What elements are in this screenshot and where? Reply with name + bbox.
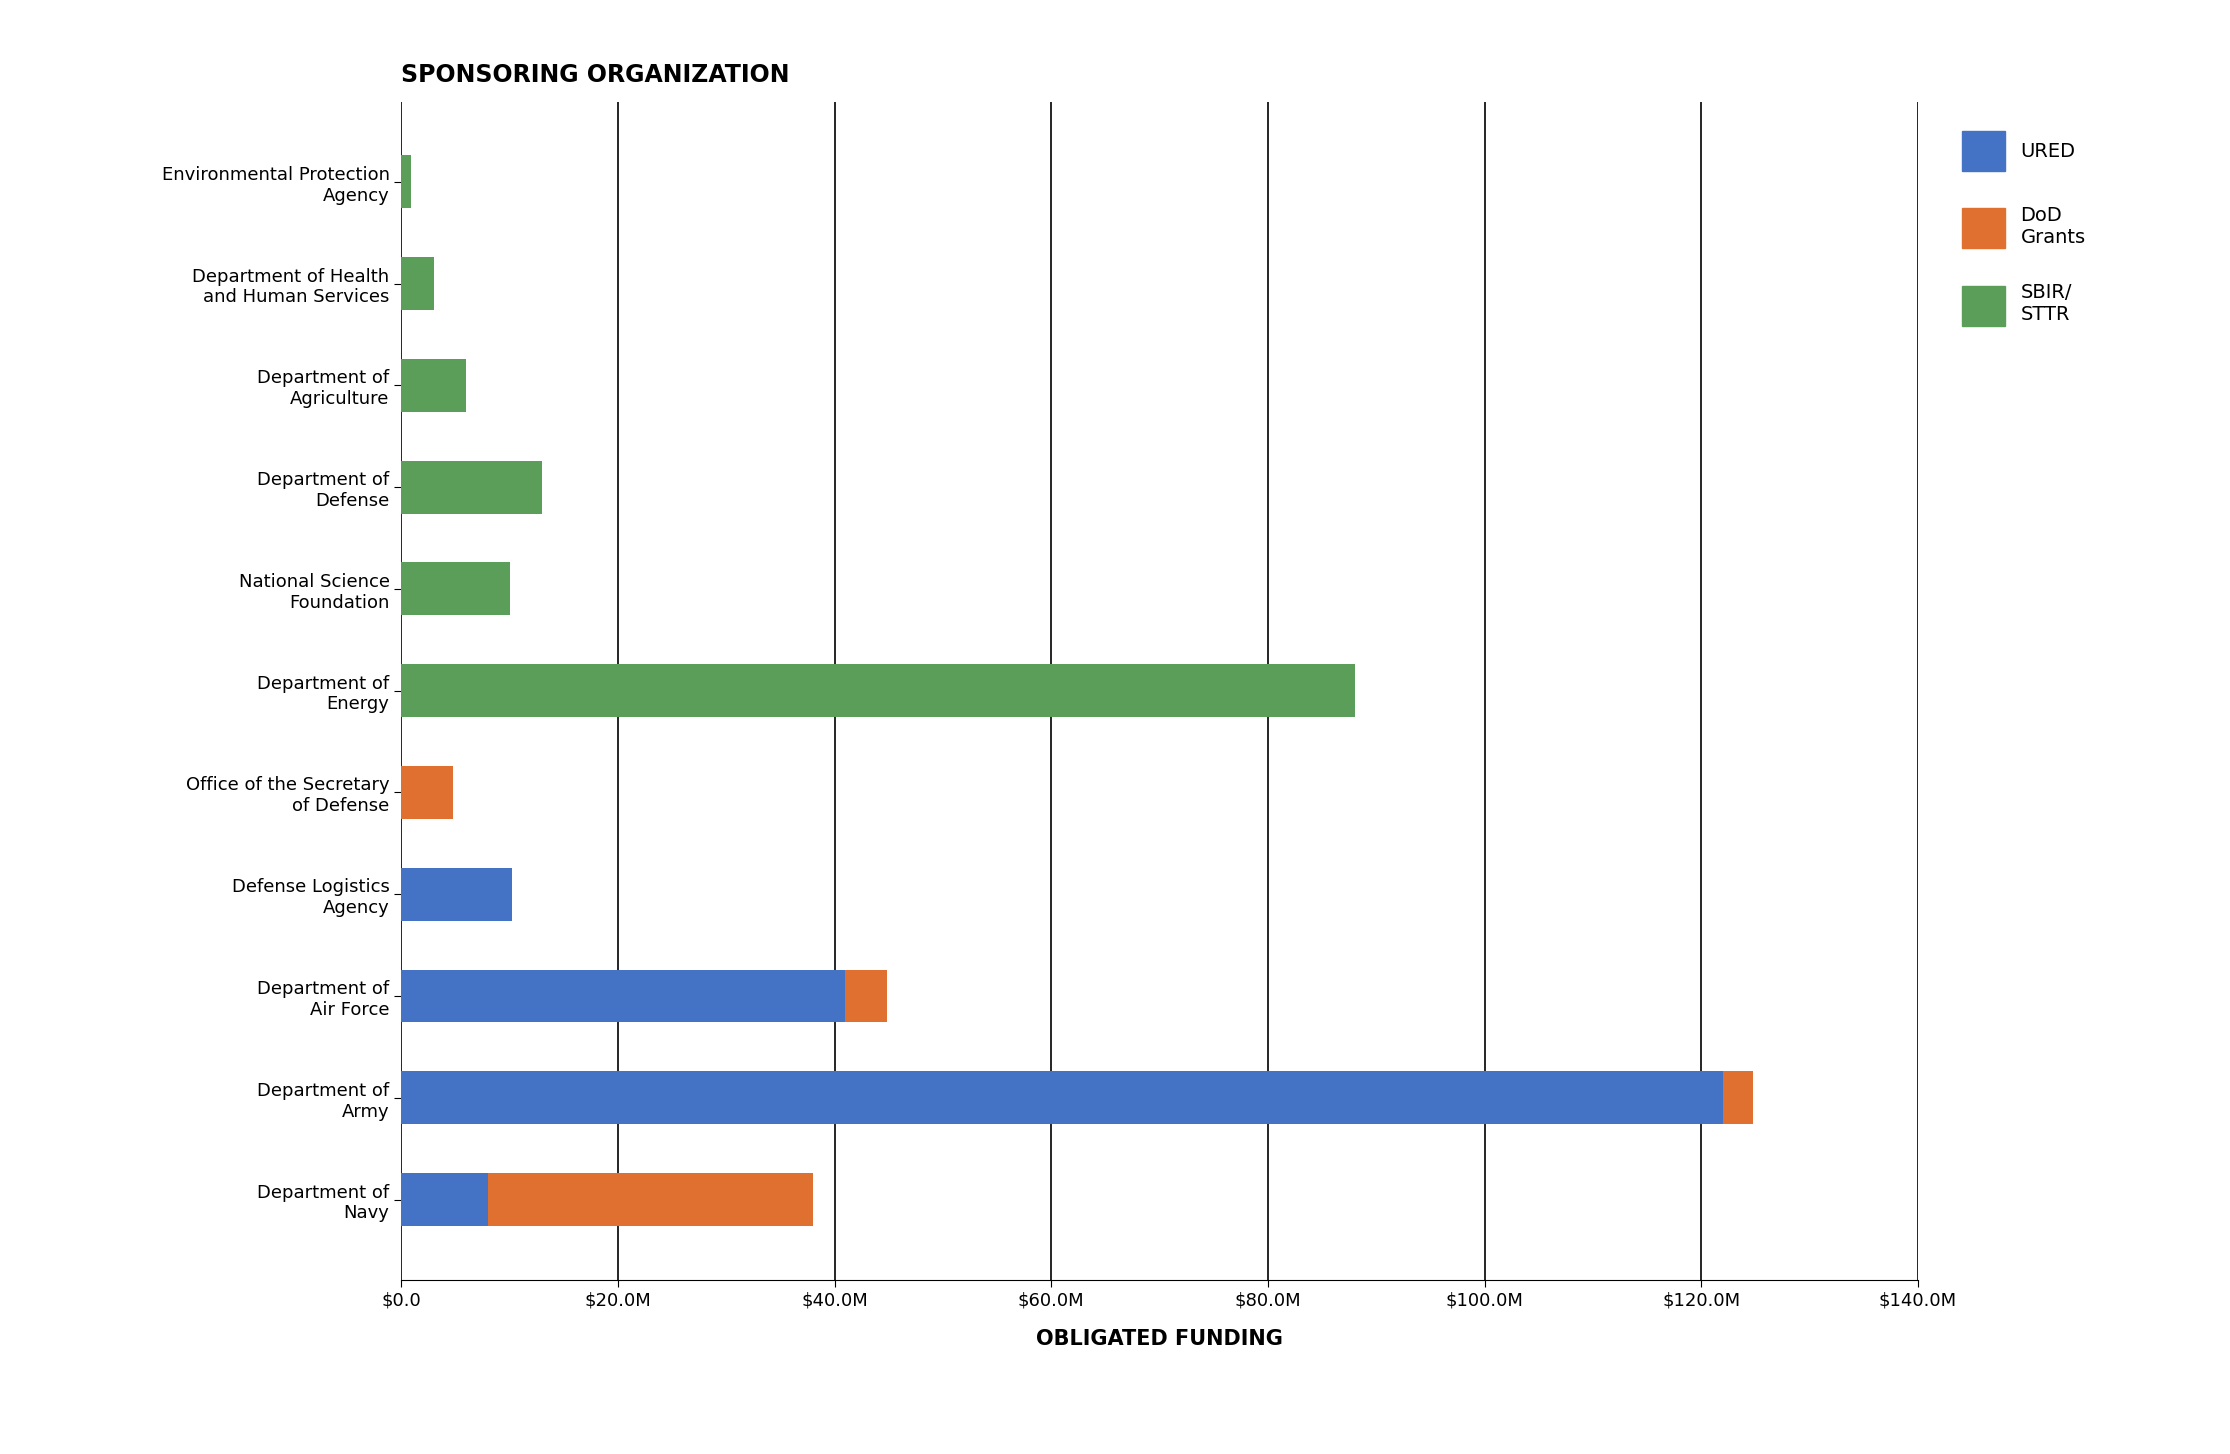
- Bar: [401, 1173, 488, 1226]
- Bar: [401, 664, 1354, 717]
- Bar: [401, 257, 435, 310]
- Bar: [401, 461, 542, 513]
- Bar: [401, 563, 511, 615]
- Bar: [1724, 1072, 1753, 1124]
- Legend: URED, DoD
Grants, SBIR/
STTR: URED, DoD Grants, SBIR/ STTR: [1942, 112, 2105, 345]
- Bar: [401, 359, 466, 411]
- Bar: [401, 1072, 1724, 1124]
- Bar: [488, 1173, 814, 1226]
- Text: SPONSORING ORGANIZATION: SPONSORING ORGANIZATION: [401, 64, 789, 87]
- X-axis label: OBLIGATED FUNDING: OBLIGATED FUNDING: [1037, 1329, 1282, 1349]
- Bar: [401, 970, 845, 1022]
- Bar: [401, 868, 513, 920]
- Bar: [401, 156, 410, 208]
- Bar: [401, 766, 453, 819]
- Bar: [845, 970, 888, 1022]
